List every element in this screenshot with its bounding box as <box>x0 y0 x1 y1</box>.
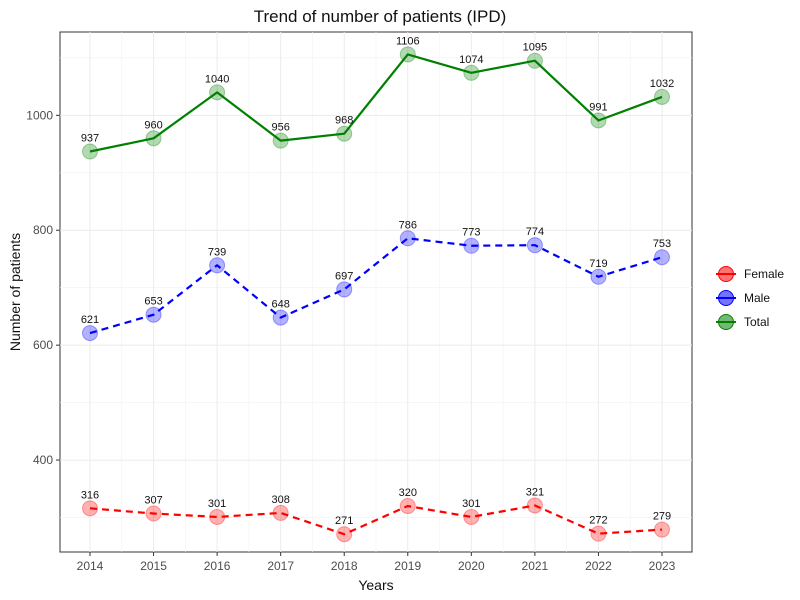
data-label-female: 307 <box>144 495 162 507</box>
data-label-total: 1095 <box>523 42 547 54</box>
data-point-total <box>463 64 480 81</box>
data-label-female: 279 <box>653 511 671 523</box>
series-male: 621 653 739 648 697 786 773 774 719 753 <box>81 219 671 342</box>
data-label-male: 786 <box>399 219 417 231</box>
data-label-male: 753 <box>653 238 671 250</box>
data-point-male <box>590 268 607 285</box>
series-female: 316 307 301 308 271 320 301 321 272 279 <box>81 486 671 543</box>
series-line-male <box>89 237 663 335</box>
data-point-male <box>82 325 98 342</box>
legend-label: Male <box>744 291 770 305</box>
data-label-female: 321 <box>526 486 544 498</box>
y-tick-label: 400 <box>33 453 53 467</box>
data-point-total <box>399 46 416 63</box>
data-point-total <box>272 132 289 149</box>
data-point-total <box>145 130 162 147</box>
x-tick-label: 2021 <box>522 559 549 573</box>
data-point-total <box>209 84 226 101</box>
x-tick-label: 2014 <box>77 559 104 573</box>
data-point-female <box>336 526 353 543</box>
data-label-total: 991 <box>589 101 607 113</box>
data-label-total: 1106 <box>396 35 420 47</box>
data-label-total: 968 <box>335 115 353 127</box>
data-label-male: 648 <box>271 299 289 311</box>
x-tick-label: 2020 <box>458 559 485 573</box>
data-label-male: 653 <box>144 296 162 308</box>
data-point-female <box>526 497 543 514</box>
series-line-total <box>89 53 663 153</box>
legend-label: Female <box>744 267 784 281</box>
data-point-female <box>82 500 98 517</box>
data-point-female <box>463 508 480 525</box>
data-point-male <box>399 230 416 247</box>
legend-item-male: Male <box>716 290 770 306</box>
data-label-male: 621 <box>81 314 99 326</box>
data-point-female <box>209 508 226 525</box>
data-label-male: 719 <box>589 258 607 270</box>
data-label-female: 272 <box>589 515 607 527</box>
series-total: 937 960 1040 956 968 1106 1074 1095 991 1032 <box>81 35 674 160</box>
data-label-total: 1032 <box>650 78 674 90</box>
series-line-female <box>89 504 663 536</box>
legend-item-female: Female <box>716 266 784 282</box>
data-point-female <box>590 525 607 542</box>
data-point-male <box>654 249 670 266</box>
data-label-male: 739 <box>208 246 226 258</box>
x-tick-label: 2023 <box>649 559 676 573</box>
data-label-female: 301 <box>208 498 226 510</box>
data-label-male: 697 <box>335 270 353 282</box>
legend-item-total: Total <box>716 314 769 330</box>
data-label-female: 320 <box>399 487 417 499</box>
data-point-female <box>654 521 670 538</box>
data-label-female: 316 <box>81 489 99 501</box>
data-point-total <box>590 112 607 129</box>
x-tick-label: 2015 <box>140 559 167 573</box>
x-tick-label: 2018 <box>331 559 358 573</box>
data-label-male: 774 <box>526 226 544 238</box>
data-point-total <box>82 143 98 160</box>
y-tick-label: 600 <box>33 338 53 352</box>
chart-title: Trend of number of patients (IPD) <box>254 7 507 26</box>
data-point-total <box>336 125 353 142</box>
data-point-female <box>272 504 289 521</box>
data-point-female <box>145 505 162 522</box>
y-axis-title: Number of patients <box>7 233 23 351</box>
data-point-male <box>336 281 353 298</box>
x-tick-label: 2017 <box>267 559 294 573</box>
data-label-male: 773 <box>462 227 480 239</box>
data-label-total: 1074 <box>459 54 483 66</box>
x-tick-label: 2016 <box>204 559 231 573</box>
data-label-total: 956 <box>271 122 289 134</box>
data-label-female: 301 <box>462 498 480 510</box>
data-label-female: 308 <box>271 494 289 506</box>
data-point-total <box>654 88 670 105</box>
legend-key-point <box>718 266 734 282</box>
data-label-total: 960 <box>144 119 162 131</box>
data-point-female <box>399 498 416 515</box>
data-point-male <box>463 237 480 254</box>
data-point-male <box>209 257 226 274</box>
legend-label: Total <box>744 315 769 329</box>
data-label-total: 1040 <box>205 73 229 85</box>
x-axis-title: Years <box>358 577 393 593</box>
y-tick-label: 800 <box>33 223 53 237</box>
legend-key-point <box>718 290 734 306</box>
data-point-total <box>526 52 543 69</box>
legend-key-point <box>718 314 734 330</box>
data-point-male <box>145 306 162 323</box>
x-tick-label: 2022 <box>585 559 612 573</box>
x-tick-label: 2019 <box>394 559 421 573</box>
data-label-female: 271 <box>335 515 353 527</box>
data-point-male <box>526 237 543 254</box>
data-point-male <box>272 309 289 326</box>
data-label-total: 937 <box>81 133 99 145</box>
y-tick-label: 1000 <box>26 108 53 122</box>
